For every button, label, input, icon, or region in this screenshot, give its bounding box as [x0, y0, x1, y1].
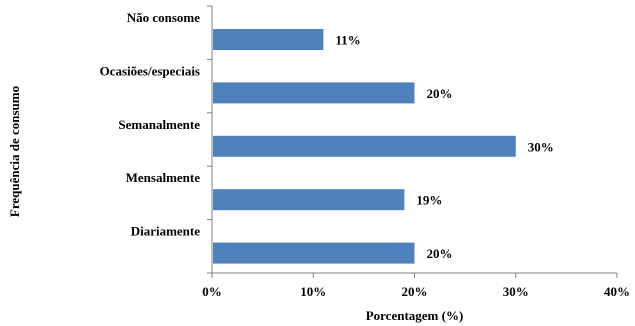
x-tick-label-4: 40% — [604, 284, 630, 299]
category-label-3: Mensalmente — [126, 170, 201, 185]
y-axis-title: Frequência de consumo — [7, 86, 22, 217]
data-label-4: 20% — [427, 246, 453, 261]
y-ticks-group — [207, 5, 212, 274]
x-tick-label-2: 20% — [402, 284, 428, 299]
x-tick-label-1: 10% — [300, 284, 326, 299]
data-label-0: 11% — [335, 33, 360, 48]
x-tick-label-3: 30% — [503, 284, 529, 299]
category-label-2: Semanalmente — [118, 117, 200, 132]
bar-1 — [213, 82, 415, 104]
data-label-2: 30% — [528, 139, 554, 154]
x-axis-title: Porcentagem (%) — [366, 308, 464, 323]
category-labels-group: Não consome Ocasiões/especiais Semanalment… — [100, 10, 201, 239]
category-label-1: Ocasiões/especiais — [100, 63, 200, 78]
data-label-3: 19% — [416, 193, 442, 208]
bar-3 — [213, 189, 405, 211]
bar-4 — [213, 242, 415, 264]
bars-group — [213, 29, 516, 264]
category-label-4: Diariamente — [131, 224, 201, 239]
x-tick-label-0: 0% — [202, 284, 222, 299]
bar-2 — [213, 135, 516, 157]
x-ticks-group: 0% 10% 20% 30% 40% — [202, 273, 630, 299]
bar-0 — [213, 29, 324, 50]
data-labels-group: 11% 20% 30% 19% 20% — [335, 33, 553, 262]
category-label-0: Não consome — [127, 10, 201, 25]
data-label-1: 20% — [427, 86, 453, 101]
